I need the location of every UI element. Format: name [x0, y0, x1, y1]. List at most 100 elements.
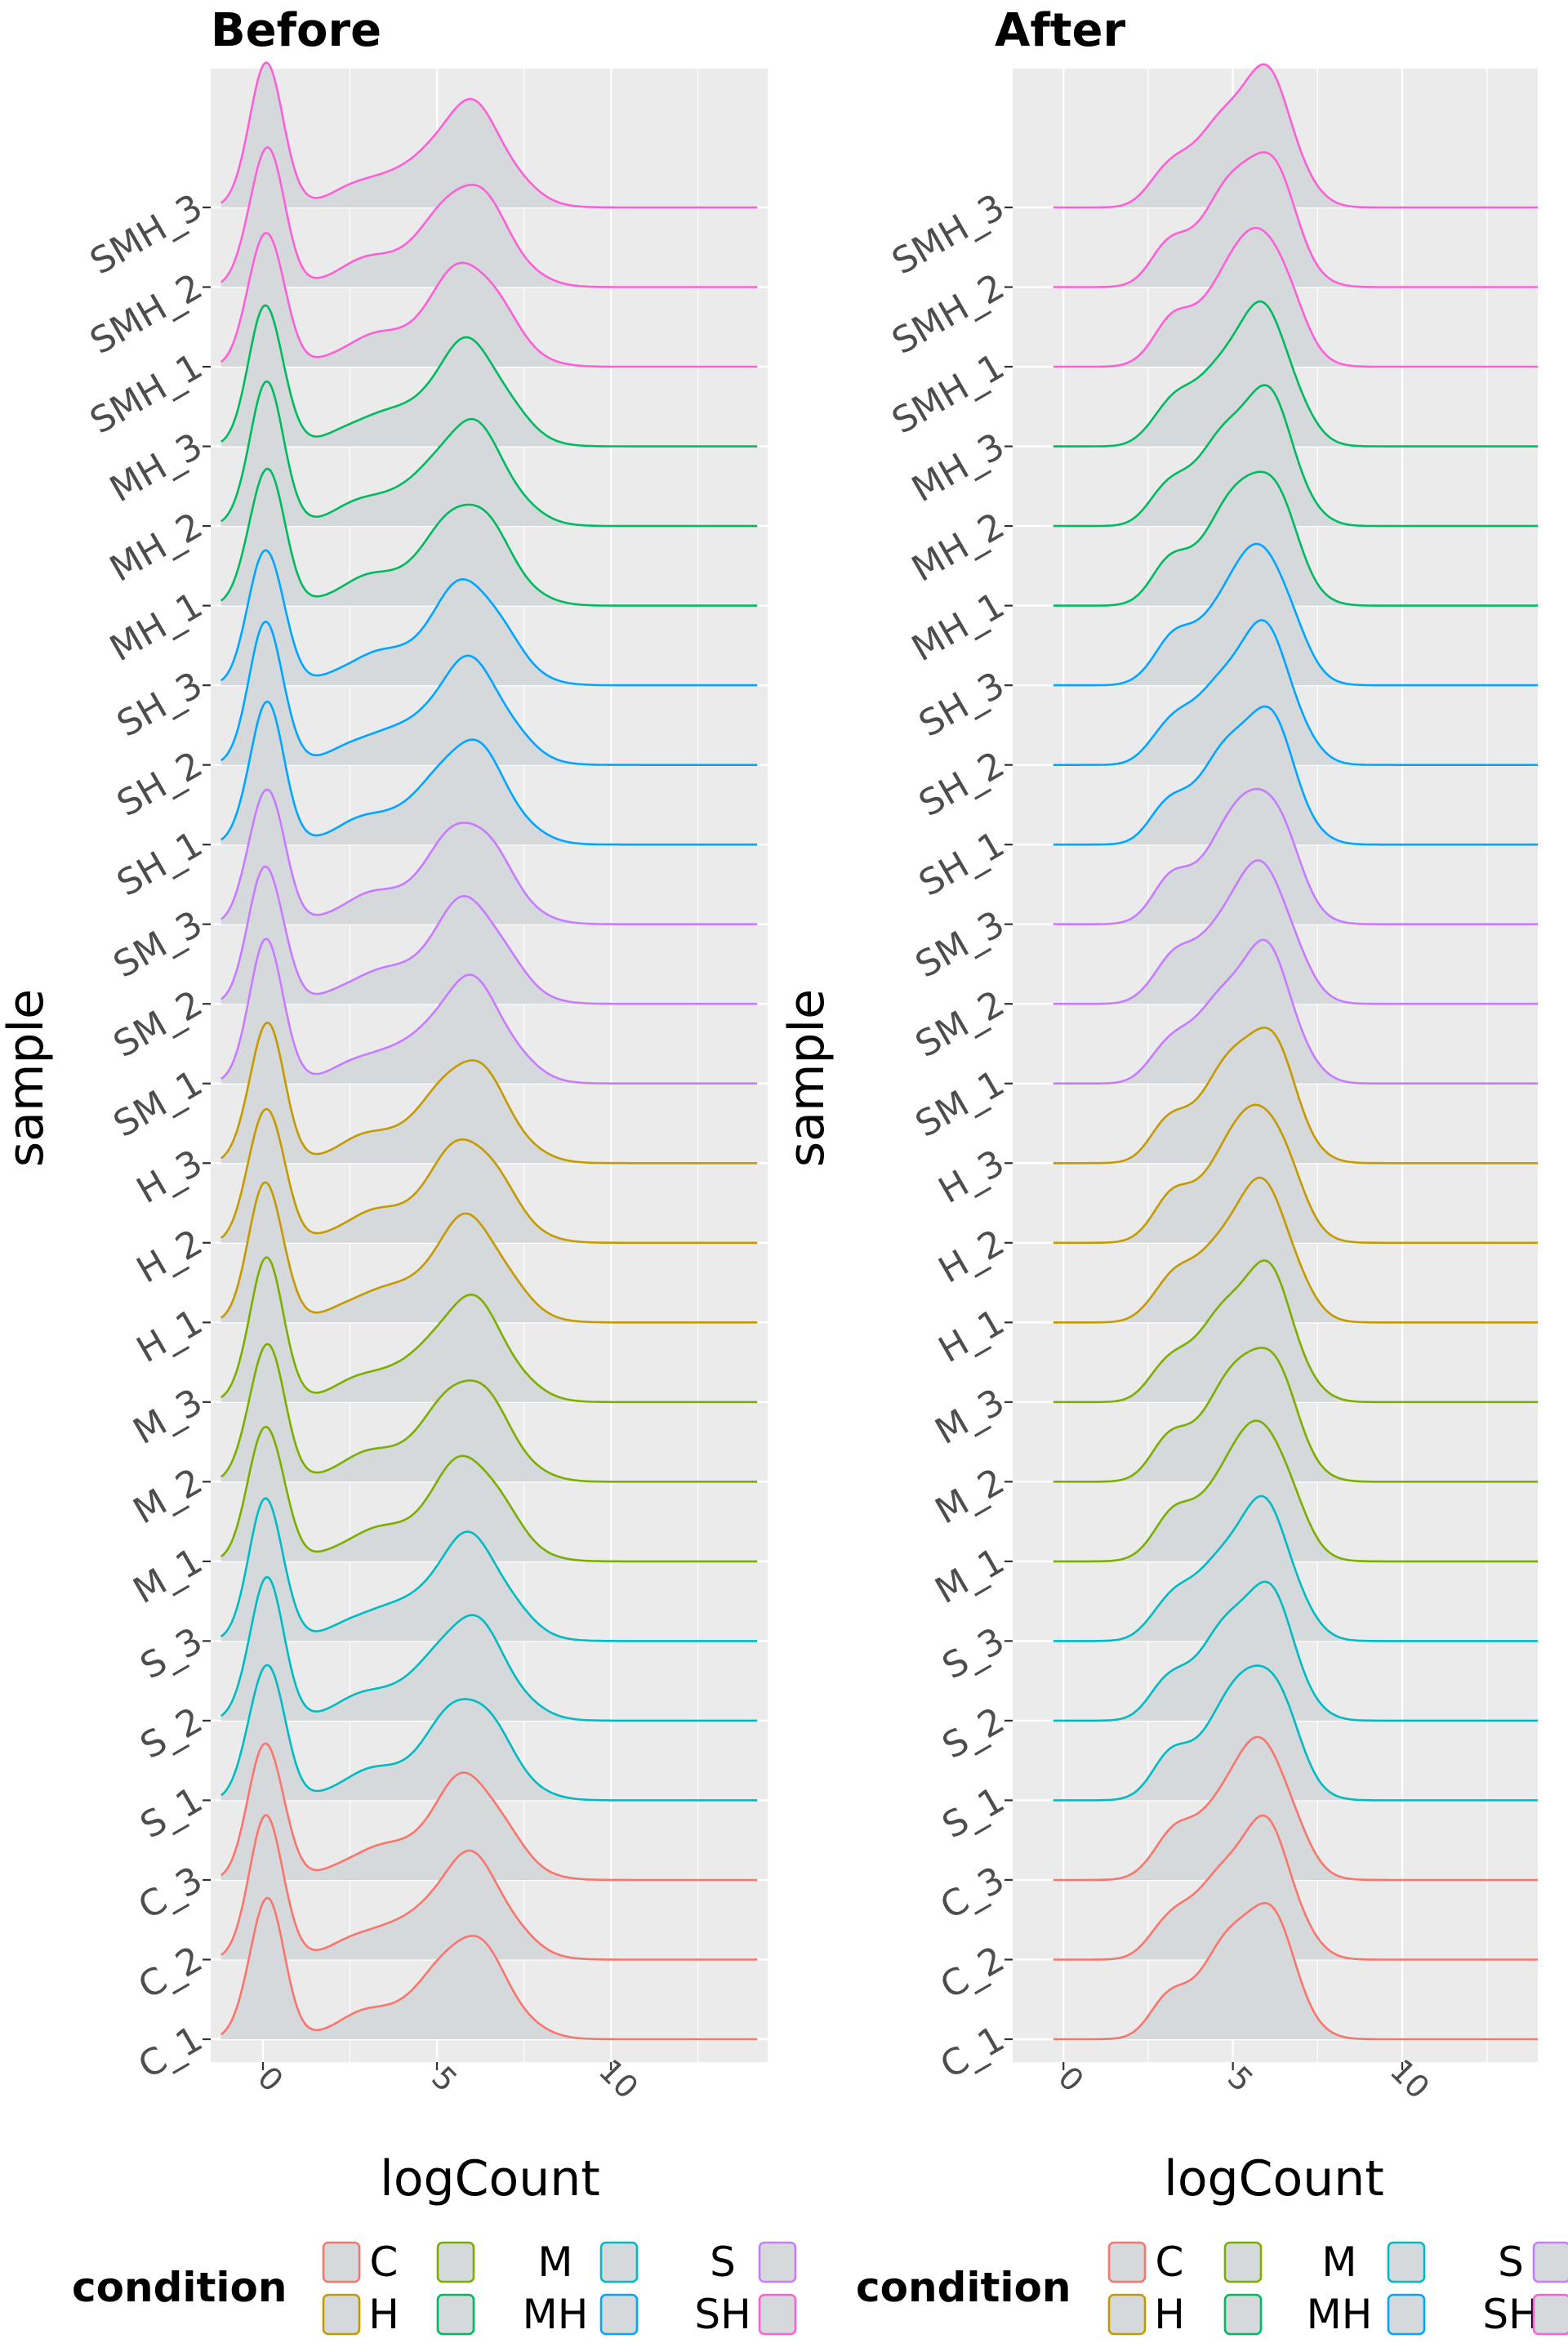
- legend-entry-C: C: [322, 2238, 398, 2286]
- y-tick-label: MH_2: [103, 505, 209, 590]
- ridge-H_2: [220, 1107, 758, 1245]
- ridge-line: [220, 467, 758, 607]
- ridge-area: [1053, 301, 1538, 447]
- ridge-line: [220, 1181, 758, 1324]
- ridge-line: [1053, 619, 1538, 766]
- legend-key: [436, 2293, 475, 2336]
- legend-key: [599, 2293, 639, 2336]
- y-tick-label: SM_3: [909, 903, 1012, 987]
- ridge-line: [1053, 1814, 1538, 1961]
- ridge-M_1: [1053, 1419, 1538, 1563]
- ridge-C_3: [220, 1742, 758, 1882]
- ridge-line: [1053, 859, 1538, 1005]
- x-tick-label: 0: [1051, 2060, 1090, 2099]
- y-tick-label: M_1: [127, 1540, 210, 1612]
- ridge-line: [1053, 151, 1538, 288]
- ridge-area: [220, 1898, 758, 2039]
- y-tick-label: H_3: [130, 1142, 209, 1212]
- ridge-H_2: [1053, 1103, 1538, 1245]
- x-axis-title: logCount: [380, 2150, 600, 2207]
- y-tick-label: H_3: [932, 1142, 1011, 1212]
- y-tick-label: C_1: [933, 2018, 1011, 2087]
- ridge-area: [220, 62, 758, 207]
- y-tick-label: C_2: [933, 1938, 1011, 2007]
- ridge-MH_3: [1053, 300, 1538, 448]
- ridge-area: [220, 1815, 758, 1960]
- x-tick-label: 5: [1221, 2060, 1260, 2099]
- legend-label: S: [710, 2238, 736, 2286]
- y-tick-label: SM_2: [107, 982, 210, 1066]
- ridge-area: [1053, 706, 1538, 845]
- ridge-line: [1053, 787, 1538, 925]
- ridge-H_1: [220, 1181, 758, 1324]
- ridge-area: [220, 1577, 758, 1721]
- legend-key-SM: [1532, 2241, 1568, 2283]
- ridge-line: [1053, 1664, 1538, 1802]
- ridge-area: [1053, 1027, 1538, 1164]
- ridge-H_3: [220, 1021, 758, 1165]
- y-tick-label: S_1: [134, 1779, 210, 1846]
- panel-title: After: [995, 4, 1125, 57]
- ridge-area: [1053, 1495, 1538, 1642]
- ridge-S_3: [220, 1497, 758, 1642]
- y-tick-label: SM_1: [909, 1062, 1012, 1146]
- ridge-line: [220, 380, 758, 528]
- legend-key: [1223, 2241, 1263, 2283]
- ridge-area: [1053, 620, 1538, 765]
- ridge-M_3: [220, 1256, 758, 1404]
- ridge-line: [1053, 1103, 1538, 1245]
- legend-label: C: [1156, 2238, 1184, 2286]
- ridge-S_1: [1053, 1664, 1538, 1802]
- ridge-line: [220, 61, 758, 209]
- ridge-area: [220, 147, 758, 287]
- ridge-S_3: [1053, 1494, 1538, 1642]
- y-tick-label: H_2: [932, 1222, 1011, 1292]
- legend-entry-MH: MH: [1223, 2291, 1372, 2338]
- ridge-C_1: [1053, 1901, 1538, 2041]
- after-panel: C_1 C_2 C_3 S_1 S_2 S_3 M_1 M_2M_3 H_1 H_2 H_3SM_1…: [778, 4, 1538, 2207]
- ridge-C_2: [1053, 1814, 1538, 1961]
- ridge-SM_3: [220, 788, 758, 925]
- ridge-line: [220, 1896, 758, 2041]
- ridge-area: [220, 1498, 758, 1642]
- ridge-line: [220, 1256, 758, 1404]
- ridge-line: [220, 1742, 758, 1882]
- ridge-C_1: [220, 1896, 758, 2041]
- y-tick-label: SH_3: [912, 664, 1012, 746]
- ridge-line: [1053, 1494, 1538, 1642]
- ridge-line: [1053, 542, 1538, 687]
- ridge-line: [1053, 705, 1538, 846]
- y-tick-label: H_1: [932, 1301, 1011, 1371]
- ridge-SMH_2: [1053, 151, 1538, 288]
- legend-label: MH: [523, 2291, 589, 2338]
- ridge-line: [1053, 1347, 1538, 1483]
- ridge-S_2: [220, 1575, 758, 1722]
- legend-entry-S: S: [599, 2238, 736, 2286]
- ridge-area: [220, 1743, 758, 1880]
- ridge-SM_1: [1053, 938, 1538, 1085]
- ridge-SM_2: [220, 865, 758, 1005]
- ridge-area: [220, 1665, 758, 1801]
- ridge-line: [220, 231, 758, 368]
- ridge-line: [1053, 300, 1538, 448]
- ridge-SH_2: [1053, 619, 1538, 766]
- ridge-M_1: [220, 1425, 758, 1563]
- ridge-line: [220, 1814, 758, 1961]
- ridge-line: [220, 146, 758, 288]
- ridge-S_2: [1053, 1580, 1538, 1722]
- ridge-area: [1053, 1581, 1538, 1721]
- ridge-area: [220, 866, 758, 1004]
- ridge-line: [220, 1425, 758, 1563]
- ridge-SMH_1: [220, 231, 758, 368]
- ridge-SH_3: [1053, 542, 1538, 687]
- ridge-area: [220, 1427, 758, 1561]
- ridge-area: [220, 381, 758, 527]
- ridge-MH_1: [1053, 470, 1538, 607]
- ridge-area: [220, 550, 758, 686]
- ridge-line: [1053, 1735, 1538, 1882]
- y-tick-label: S_1: [936, 1779, 1012, 1846]
- y-tick-label: MH_1: [905, 585, 1011, 670]
- y-tick-label: SMH_3: [885, 186, 1012, 283]
